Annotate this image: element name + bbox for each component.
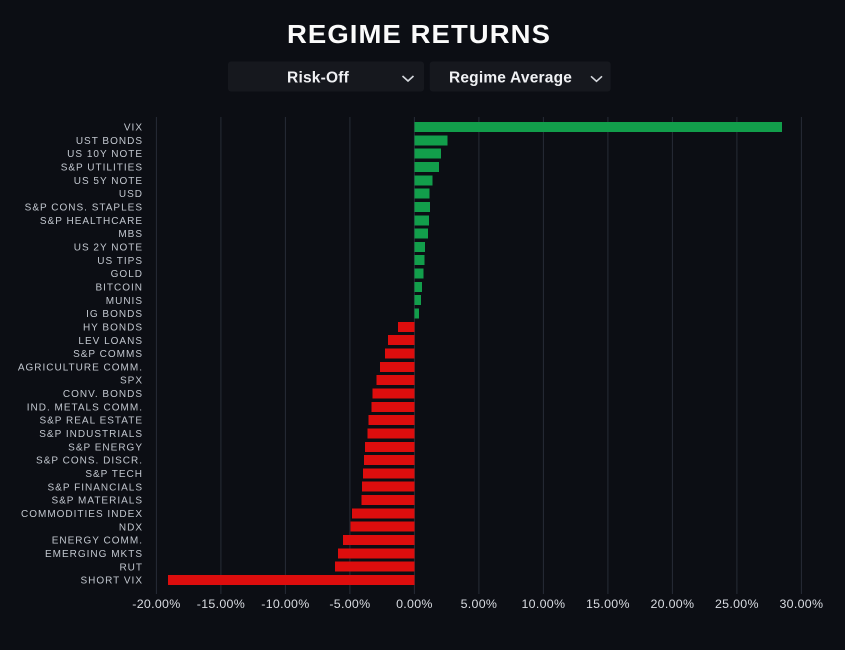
svg-text:-15.00%: -15.00% [197, 597, 245, 611]
svg-text:USD: USD [119, 189, 143, 200]
svg-text:S&P ENERGY: S&P ENERGY [68, 442, 143, 453]
svg-text:S&P FINANCIALS: S&P FINANCIALS [47, 482, 143, 493]
svg-text:ENERGY COMM.: ENERGY COMM. [52, 536, 143, 547]
svg-text:MUNIS: MUNIS [106, 296, 143, 307]
svg-text:S&P HEALTHCARE: S&P HEALTHCARE [40, 216, 143, 227]
svg-text:NDX: NDX [119, 522, 143, 533]
svg-text:-20.00%: -20.00% [132, 597, 180, 611]
svg-text:Risk-Off: Risk-Off [287, 69, 350, 86]
svg-text:GOLD: GOLD [111, 269, 143, 280]
svg-text:US TIPS: US TIPS [97, 256, 143, 267]
svg-text:30.00%: 30.00% [779, 597, 823, 611]
svg-text:S&P MATERIALS: S&P MATERIALS [51, 496, 143, 507]
svg-text:CONV. BONDS: CONV. BONDS [63, 389, 143, 400]
svg-text:-10.00%: -10.00% [261, 597, 309, 611]
svg-text:10.00%: 10.00% [521, 597, 565, 611]
svg-text:US 2Y NOTE: US 2Y NOTE [74, 243, 143, 254]
svg-text:HY BONDS: HY BONDS [83, 322, 143, 333]
svg-text:BITCOIN: BITCOIN [95, 283, 143, 294]
svg-text:IND. METALS COMM.: IND. METALS COMM. [27, 402, 143, 413]
svg-text:MBS: MBS [118, 229, 143, 240]
svg-text:-5.00%: -5.00% [329, 597, 370, 611]
svg-text:5.00%: 5.00% [461, 597, 498, 611]
svg-text:S&P TECH: S&P TECH [85, 469, 143, 480]
svg-text:LEV LOANS: LEV LOANS [78, 336, 143, 347]
svg-text:20.00%: 20.00% [650, 597, 694, 611]
svg-text:S&P UTILITIES: S&P UTILITIES [61, 163, 143, 174]
svg-text:15.00%: 15.00% [586, 597, 630, 611]
svg-text:S&P COMMS: S&P COMMS [73, 349, 143, 360]
svg-text:REGIME RETURNS: REGIME RETURNS [287, 21, 551, 49]
svg-text:VIX: VIX [124, 123, 143, 134]
svg-text:UST BONDS: UST BONDS [76, 136, 143, 147]
svg-text:US 10Y NOTE: US 10Y NOTE [67, 149, 143, 160]
svg-text:SPX: SPX [120, 376, 143, 387]
svg-text:COMMODITIES INDEX: COMMODITIES INDEX [21, 509, 143, 520]
svg-text:0.00%: 0.00% [396, 597, 433, 611]
svg-text:AGRICULTURE COMM.: AGRICULTURE COMM. [18, 362, 143, 373]
svg-text:25.00%: 25.00% [715, 597, 759, 611]
svg-text:RUT: RUT [119, 562, 143, 573]
svg-text:EMERGING MKTS: EMERGING MKTS [45, 549, 143, 560]
svg-text:IG BONDS: IG BONDS [86, 309, 143, 320]
svg-text:S&P CONS. DISCR.: S&P CONS. DISCR. [36, 456, 143, 467]
svg-text:S&P REAL ESTATE: S&P REAL ESTATE [39, 416, 143, 427]
svg-text:Regime Average: Regime Average [449, 69, 572, 86]
svg-text:US 5Y NOTE: US 5Y NOTE [74, 176, 143, 187]
svg-text:SHORT VIX: SHORT VIX [80, 576, 143, 587]
svg-text:S&P INDUSTRIALS: S&P INDUSTRIALS [39, 429, 143, 440]
svg-text:S&P CONS. STAPLES: S&P CONS. STAPLES [25, 203, 143, 214]
